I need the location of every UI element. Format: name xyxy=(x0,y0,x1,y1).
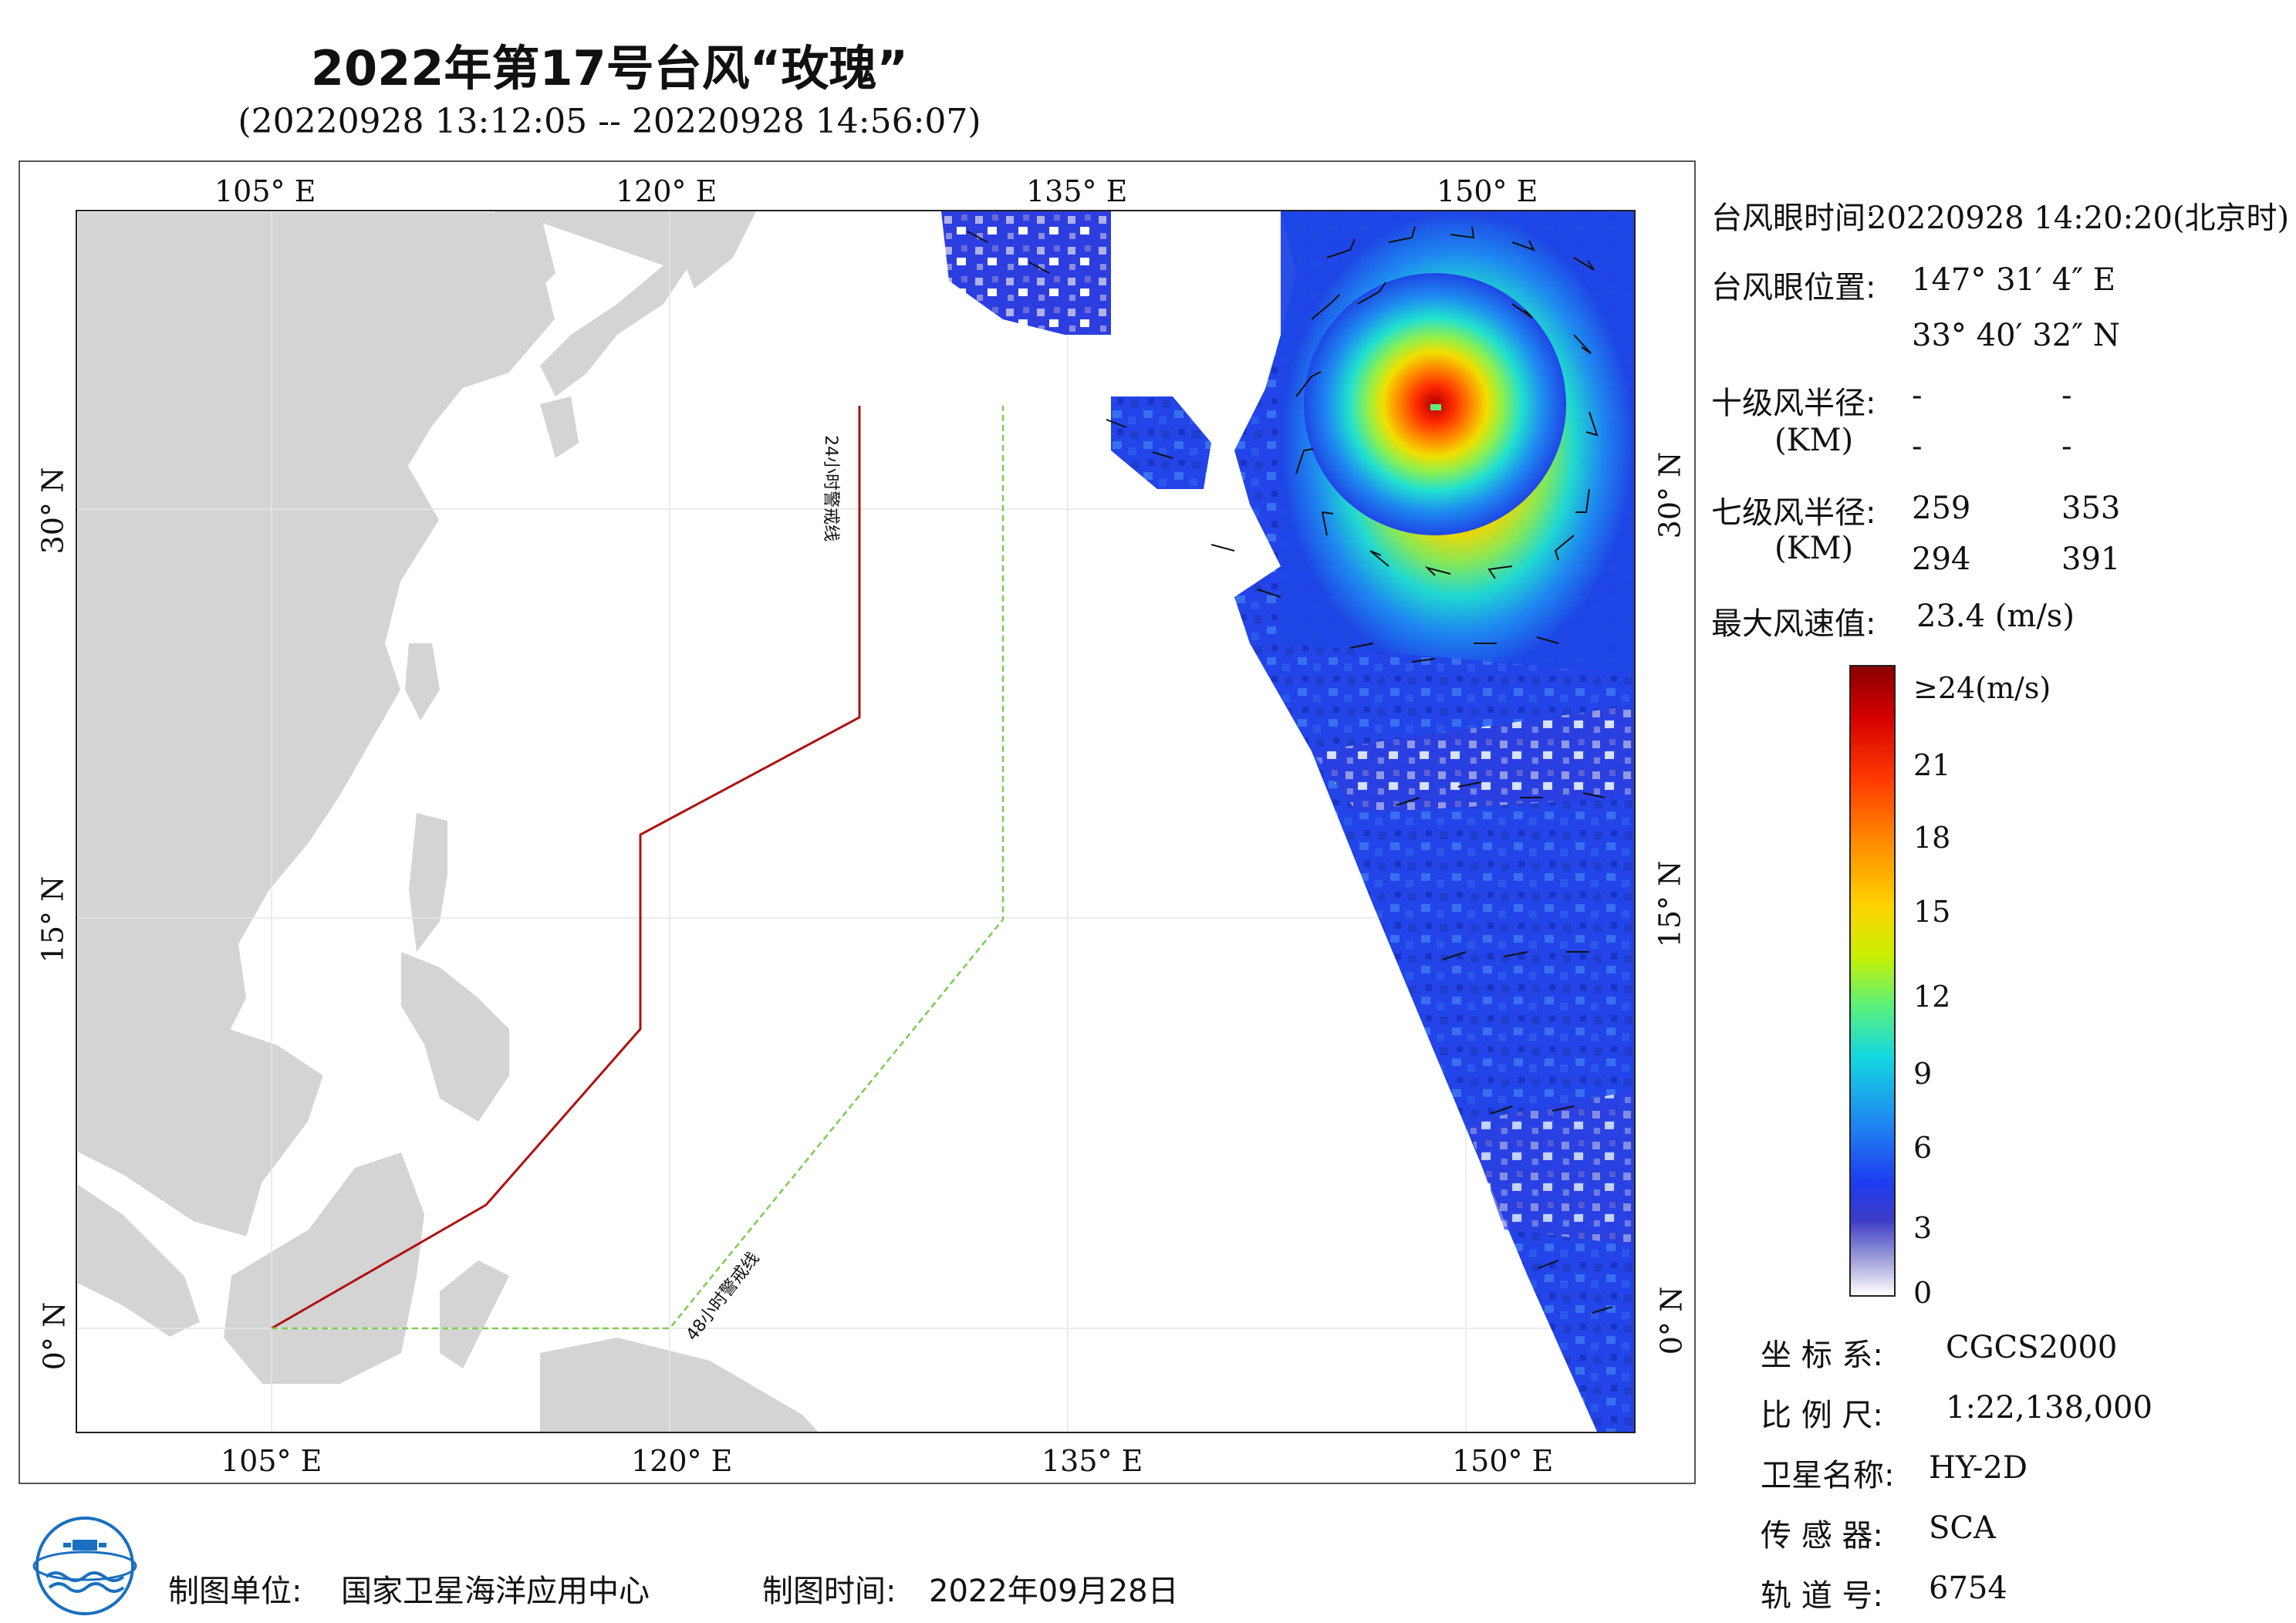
r7-value-2: 353 xyxy=(2061,491,2121,526)
nsoas-logo-icon xyxy=(31,1512,139,1620)
wind-swath xyxy=(941,211,1634,1432)
r7-value-4: 391 xyxy=(2061,542,2121,577)
colorbar-label-24: ≥24(m/s) xyxy=(1913,671,2051,705)
sensor-label: 传 感 器: xyxy=(1761,1518,1883,1554)
warning-24h-label: 24小时警戒线 xyxy=(821,435,840,542)
land-taiwan xyxy=(405,643,440,720)
satellite-value: HY-2D xyxy=(1929,1450,2028,1486)
lon-tick-top-150: 150° E xyxy=(1437,174,1538,208)
lon-tick-bottom-120: 120° E xyxy=(631,1444,733,1478)
r7-unit: (KM) xyxy=(1774,531,1854,566)
r10-value-1: - xyxy=(1912,378,1923,413)
lon-tick-bottom-135: 135° E xyxy=(1042,1444,1143,1478)
r7-value-3: 294 xyxy=(1912,542,1971,577)
eye-latitude: 33° 40′ 32″ N xyxy=(1912,318,2120,353)
wind-speed-colorbar xyxy=(1849,665,1896,1297)
lat-tick-right-15: 15° N xyxy=(1653,860,1687,948)
r10-value-4: - xyxy=(2061,429,2072,464)
lat-tick-right-0: 0° N xyxy=(1654,1286,1689,1355)
lat-tick-left-30: 30° N xyxy=(35,467,70,555)
crs-value: CGCS2000 xyxy=(1946,1330,2118,1365)
sensor-value: SCA xyxy=(1929,1510,1996,1546)
map-canvas: 24小时警戒线 48小时警戒线 xyxy=(76,210,1636,1433)
orbit-label: 轨 道 号: xyxy=(1761,1578,1883,1614)
eye-position-label: 台风眼位置: xyxy=(1711,270,1876,305)
land-asia-mainland xyxy=(77,211,557,1339)
lat-tick-left-15: 15° N xyxy=(35,876,70,963)
warning-line-24h xyxy=(271,406,861,1330)
colorbar-label-0: 0 xyxy=(1913,1276,1933,1310)
lon-tick-top-135: 135° E xyxy=(1026,174,1128,208)
map-title: 2022年第17号台风“玫瑰” xyxy=(310,40,909,96)
eye-time-value: 20220928 14:20:20(北京时) xyxy=(1867,201,2290,236)
chart-date-label: 制图时间: xyxy=(762,1574,896,1609)
lon-tick-top-120: 120° E xyxy=(616,174,718,208)
colorbar-label-21: 21 xyxy=(1913,748,1951,782)
max-wind-label: 最大风速值: xyxy=(1711,606,1876,642)
scale-value: 1:22,138,000 xyxy=(1946,1390,2152,1426)
lon-tick-bottom-105: 105° E xyxy=(221,1444,322,1478)
scale-label: 比 例 尺: xyxy=(1761,1398,1883,1433)
r10-label: 十级风半径: xyxy=(1711,386,1876,421)
producer-value: 国家卫星海洋应用中心 xyxy=(341,1574,650,1609)
colorbar-label-9: 9 xyxy=(1913,1057,1933,1091)
lon-tick-bottom-150: 150° E xyxy=(1452,1444,1554,1478)
map-frame xyxy=(19,160,1696,1484)
eye-time-label: 台风眼时间: xyxy=(1711,201,1876,236)
r7-value-1: 259 xyxy=(1912,491,1971,526)
crs-label: 坐 标 系: xyxy=(1761,1338,1883,1373)
land-philippines xyxy=(401,813,509,1122)
colorbar-label-12: 12 xyxy=(1913,980,1951,1014)
orbit-value: 6754 xyxy=(1929,1571,2007,1606)
chart-date-value: 2022年09月28日 xyxy=(929,1574,1179,1609)
max-wind-value: 23.4 (m/s) xyxy=(1916,599,2075,634)
producer-label: 制图单位: xyxy=(168,1574,302,1609)
lon-tick-top-105: 105° E xyxy=(214,174,316,208)
satellite-label: 卫星名称: xyxy=(1761,1458,1895,1493)
typhoon-eye xyxy=(1430,404,1441,410)
r10-value-2: - xyxy=(2061,378,2072,413)
r10-value-3: - xyxy=(1912,429,1923,464)
map-svg xyxy=(77,211,1634,1432)
lat-tick-left-0: 0° N xyxy=(37,1301,72,1371)
map-subtitle: (20220928 13:12:05 -- 20220928 14:56:07) xyxy=(238,102,981,141)
r7-label: 七级风半径: xyxy=(1711,495,1876,531)
land-sulawesi-newguinea xyxy=(440,1260,818,1432)
colorbar-label-6: 6 xyxy=(1913,1131,1933,1165)
colorbar-label-3: 3 xyxy=(1913,1211,1933,1245)
lat-tick-right-30: 30° N xyxy=(1653,451,1687,539)
colorbar-label-18: 18 xyxy=(1913,821,1951,855)
eye-longitude: 147° 31′ 4″ E xyxy=(1912,262,2116,298)
wind-barbs xyxy=(967,226,1613,1314)
land-korea-japan xyxy=(494,211,756,458)
colorbar-label-15: 15 xyxy=(1913,895,1951,929)
r10-unit: (KM) xyxy=(1774,423,1854,458)
